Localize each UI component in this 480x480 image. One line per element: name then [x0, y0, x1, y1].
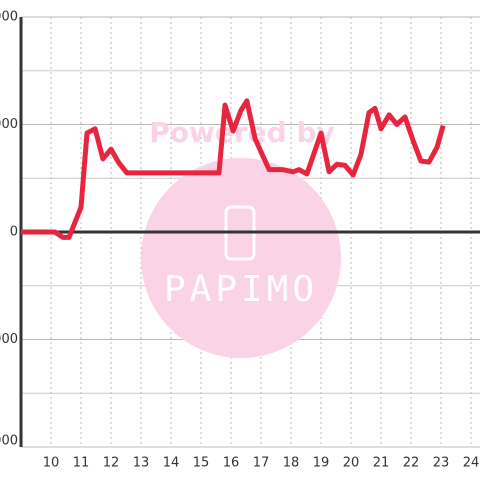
x-tick-label: 16 — [223, 456, 240, 471]
x-tick-label: 20 — [343, 456, 360, 471]
y-tick-label: 0 — [10, 225, 18, 240]
x-tick-label: 15 — [193, 456, 210, 471]
x-tick-label: 18 — [283, 456, 300, 471]
x-tick-label: 10 — [43, 456, 60, 471]
watermark-top: Powered by — [149, 116, 335, 149]
y-tick-label: 1,000 — [0, 117, 18, 132]
y-tick-label: -1,000 — [0, 332, 18, 347]
x-tick-label: 21 — [373, 456, 390, 471]
x-tick-label: 14 — [163, 456, 180, 471]
y-tick-label: -2,000 — [0, 434, 18, 449]
x-tick-label: 17 — [253, 456, 270, 471]
x-tick-label: 22 — [403, 456, 420, 471]
x-tick-label: 24 — [463, 456, 480, 471]
x-tick-label: 13 — [133, 456, 150, 471]
x-tick-label: 19 — [313, 456, 330, 471]
x-tick-label: 12 — [103, 456, 120, 471]
y-tick-label: 2,000 — [0, 10, 18, 25]
x-tick-label: 23 — [433, 456, 450, 471]
watermark-brand: PAPIMO — [164, 269, 318, 310]
x-tick-label: 11 — [73, 456, 90, 471]
data-line — [21, 98, 446, 240]
